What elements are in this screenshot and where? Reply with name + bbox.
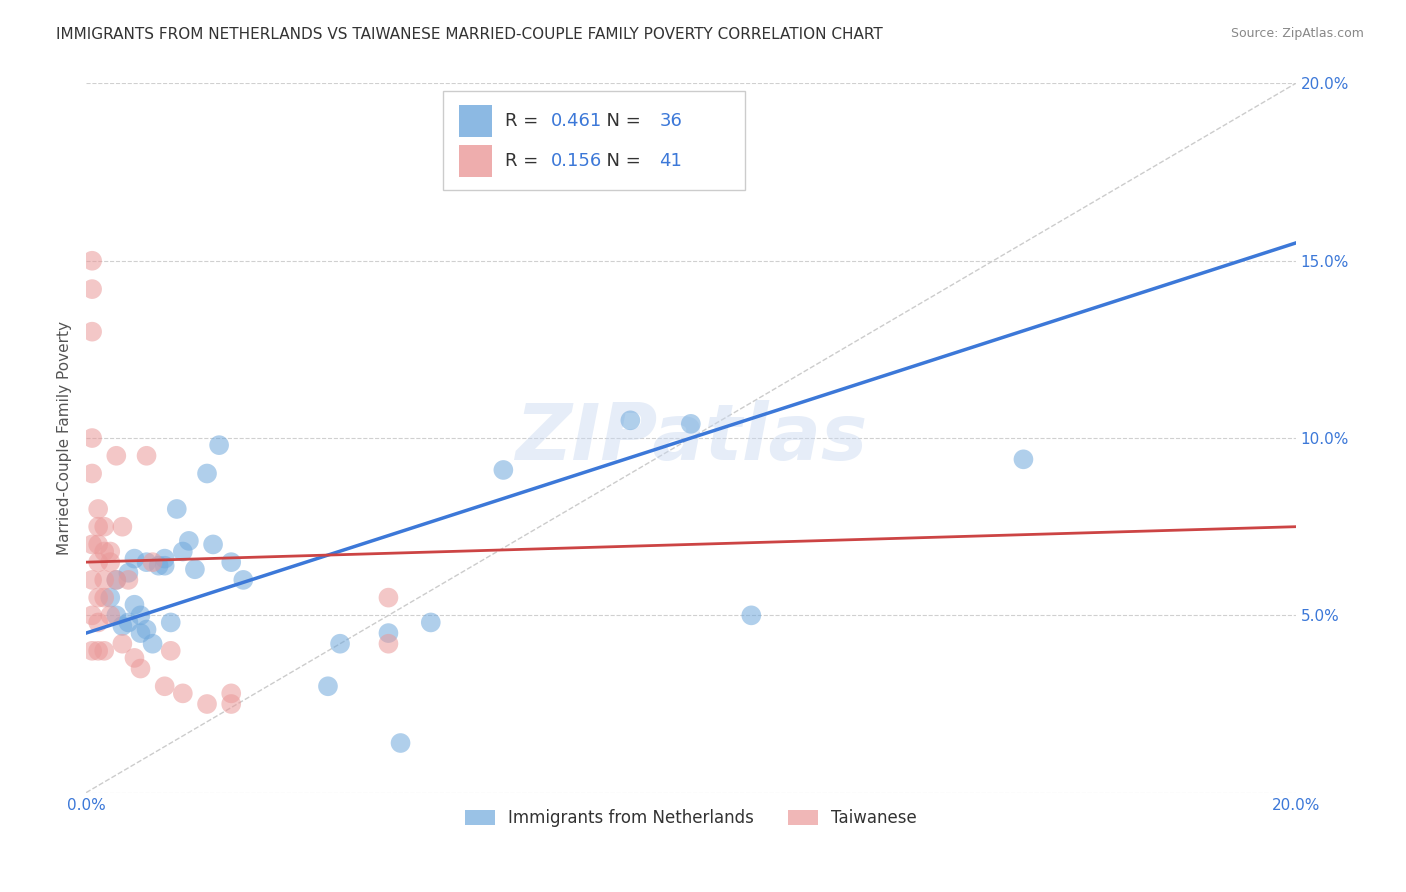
Text: N =: N =	[595, 153, 647, 170]
Point	[82, 644, 104, 658]
Point	[82, 282, 104, 296]
Point	[679, 417, 702, 431]
Point	[153, 551, 176, 566]
Point	[82, 431, 104, 445]
Point	[153, 679, 176, 693]
Text: 36: 36	[659, 112, 682, 130]
Y-axis label: Married-Couple Family Poverty: Married-Couple Family Poverty	[58, 321, 72, 555]
Point	[1012, 452, 1035, 467]
FancyBboxPatch shape	[458, 145, 492, 178]
Text: 0.461: 0.461	[551, 112, 602, 130]
Point	[148, 558, 170, 573]
Point	[87, 502, 110, 516]
Point	[135, 555, 157, 569]
Point	[87, 591, 110, 605]
Point	[740, 608, 762, 623]
FancyBboxPatch shape	[443, 90, 745, 190]
Text: 41: 41	[659, 153, 682, 170]
Point	[87, 615, 110, 630]
Point	[177, 533, 200, 548]
Point	[316, 679, 339, 693]
Point	[129, 608, 152, 623]
Point	[159, 644, 181, 658]
Point	[87, 519, 110, 533]
Point	[377, 591, 399, 605]
Point	[195, 467, 218, 481]
Point	[105, 573, 128, 587]
Legend: Immigrants from Netherlands, Taiwanese: Immigrants from Netherlands, Taiwanese	[458, 803, 924, 834]
Point	[87, 537, 110, 551]
Point	[124, 598, 146, 612]
Point	[142, 637, 165, 651]
Point	[184, 562, 207, 576]
Point	[111, 637, 134, 651]
Point	[619, 413, 641, 427]
Point	[117, 573, 139, 587]
Point	[93, 519, 115, 533]
Point	[492, 463, 515, 477]
Point	[82, 573, 104, 587]
Point	[172, 686, 194, 700]
Point	[98, 591, 121, 605]
Text: N =: N =	[595, 112, 647, 130]
Point	[377, 626, 399, 640]
Point	[82, 325, 104, 339]
Point	[93, 544, 115, 558]
Point	[87, 555, 110, 569]
Text: IMMIGRANTS FROM NETHERLANDS VS TAIWANESE MARRIED-COUPLE FAMILY POVERTY CORRELATI: IMMIGRANTS FROM NETHERLANDS VS TAIWANESE…	[56, 27, 883, 42]
Text: R =: R =	[505, 112, 544, 130]
Point	[105, 449, 128, 463]
Point	[419, 615, 441, 630]
Point	[82, 467, 104, 481]
Point	[82, 253, 104, 268]
Point	[159, 615, 181, 630]
Text: R =: R =	[505, 153, 544, 170]
Text: ZIPatlas: ZIPatlas	[515, 400, 868, 476]
Point	[93, 644, 115, 658]
Point	[195, 697, 218, 711]
Point	[105, 573, 128, 587]
Point	[111, 519, 134, 533]
Point	[129, 626, 152, 640]
Point	[166, 502, 188, 516]
Point	[172, 544, 194, 558]
Point	[219, 697, 242, 711]
Point	[377, 637, 399, 651]
Point	[93, 591, 115, 605]
Point	[129, 661, 152, 675]
Point	[82, 608, 104, 623]
Point	[98, 608, 121, 623]
Point	[219, 555, 242, 569]
Text: 0.156: 0.156	[551, 153, 602, 170]
Point	[153, 558, 176, 573]
Point	[124, 551, 146, 566]
Point	[329, 637, 352, 651]
Point	[232, 573, 254, 587]
Point	[389, 736, 412, 750]
Point	[105, 608, 128, 623]
Point	[98, 555, 121, 569]
Point	[117, 615, 139, 630]
Point	[124, 651, 146, 665]
Point	[98, 544, 121, 558]
Point	[219, 686, 242, 700]
Text: Source: ZipAtlas.com: Source: ZipAtlas.com	[1230, 27, 1364, 40]
Point	[135, 623, 157, 637]
Point	[135, 449, 157, 463]
Point	[93, 573, 115, 587]
Point	[111, 619, 134, 633]
Point	[117, 566, 139, 580]
Point	[82, 537, 104, 551]
Point	[208, 438, 231, 452]
Point	[202, 537, 225, 551]
Point	[87, 644, 110, 658]
Point	[142, 555, 165, 569]
FancyBboxPatch shape	[458, 105, 492, 137]
